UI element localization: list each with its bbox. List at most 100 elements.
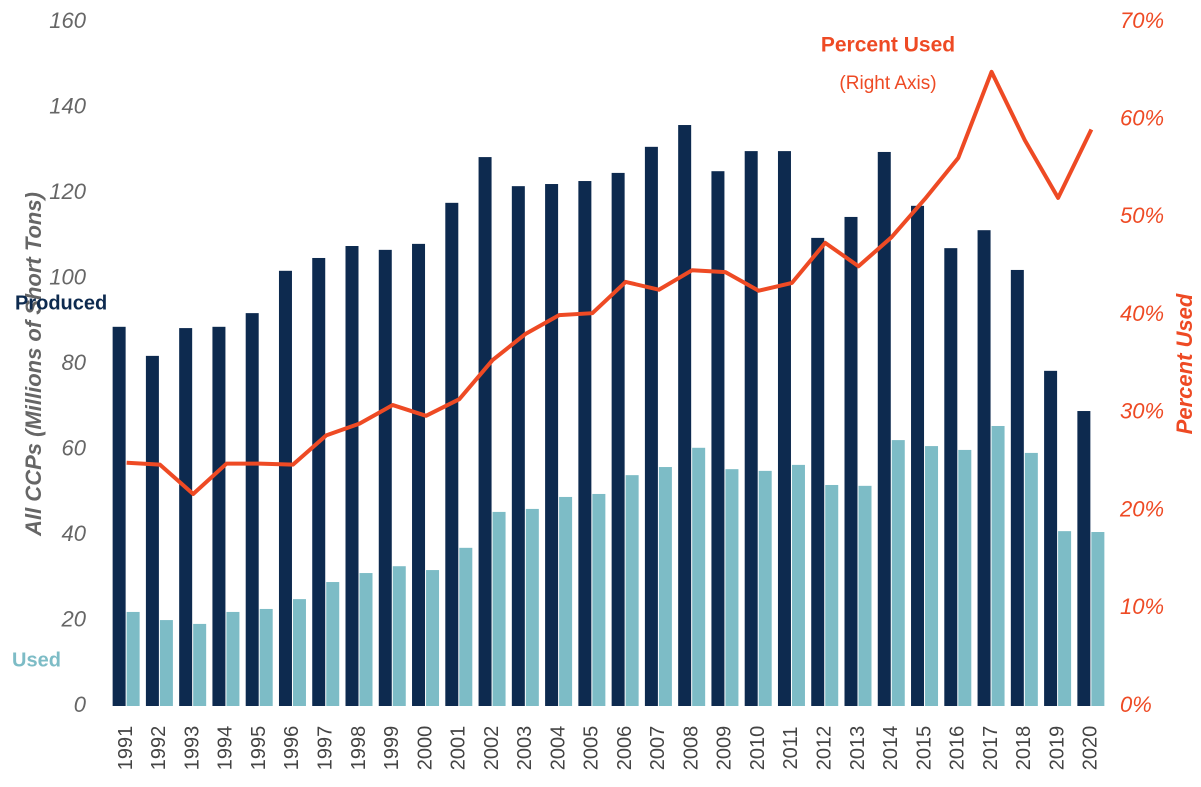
x-tick-label: 1992 xyxy=(148,726,170,771)
bar xyxy=(259,608,273,706)
bar xyxy=(1077,411,1091,706)
x-tick-label: 2011 xyxy=(780,726,802,769)
y-tick-label: 120 xyxy=(49,179,86,204)
bar xyxy=(478,157,492,707)
y-tick-label: 160 xyxy=(49,8,86,33)
produced-annotation: Produced xyxy=(15,292,107,314)
y2-tick-label: 20% xyxy=(1119,496,1164,521)
bar xyxy=(644,146,658,706)
y2-tick-label: 0% xyxy=(1120,692,1152,717)
y-tick-label: 100 xyxy=(49,264,86,289)
bar xyxy=(426,570,440,706)
bar xyxy=(844,216,858,706)
line-annotation-sub: (Right Axis) xyxy=(839,73,936,94)
used-annotation: Used xyxy=(12,649,61,671)
x-tick-label: 2017 xyxy=(980,726,1002,771)
x-tick-label: 2014 xyxy=(880,726,902,771)
y-tick-label: 40 xyxy=(62,521,87,546)
bar xyxy=(392,566,406,706)
x-tick-label: 1999 xyxy=(381,726,403,771)
y2-tick-label: 70% xyxy=(1120,8,1164,33)
y2-tick-label: 10% xyxy=(1120,594,1164,619)
bar xyxy=(711,171,725,706)
bar xyxy=(578,181,592,706)
x-tick-label: 2016 xyxy=(947,726,969,771)
x-tick-label: 2009 xyxy=(714,726,736,771)
bar xyxy=(592,493,606,706)
bar xyxy=(378,249,392,707)
bar xyxy=(292,599,306,706)
bar xyxy=(326,582,340,706)
x-tick-label: 2018 xyxy=(1013,726,1035,771)
x-tick-label: 1997 xyxy=(315,726,337,771)
x-tick-label: 2006 xyxy=(614,726,636,771)
bar xyxy=(159,620,173,706)
bar xyxy=(212,326,226,706)
bar xyxy=(412,243,426,706)
bar xyxy=(758,470,772,706)
line-annotation: Percent Used xyxy=(821,34,955,57)
x-tick-label: 2013 xyxy=(847,726,869,771)
bar xyxy=(725,469,739,706)
bar xyxy=(525,508,539,706)
y2-tick-label: 60% xyxy=(1120,106,1164,131)
bar xyxy=(777,151,791,707)
bar xyxy=(245,313,259,706)
bar xyxy=(825,484,839,706)
x-tick-label: 2020 xyxy=(1080,726,1102,771)
bar xyxy=(811,237,825,706)
bar xyxy=(1044,370,1058,706)
y-tick-label: 0 xyxy=(74,692,87,717)
bar xyxy=(625,475,639,706)
bar xyxy=(193,623,207,706)
bar xyxy=(179,328,193,706)
bar xyxy=(226,611,240,706)
bar xyxy=(359,573,373,706)
bar xyxy=(611,172,625,707)
y2-tick-label: 40% xyxy=(1120,301,1164,326)
bar xyxy=(445,202,459,706)
x-tick-label: 2008 xyxy=(680,726,702,771)
x-tick-label: 2000 xyxy=(414,726,436,771)
bar xyxy=(145,355,159,706)
bar xyxy=(511,186,525,706)
bar xyxy=(744,151,758,707)
y2-tick-label: 50% xyxy=(1120,203,1164,228)
y2-tick-label: 30% xyxy=(1120,399,1164,424)
x-tick-label: 1995 xyxy=(248,726,270,771)
bar xyxy=(925,446,939,706)
x-tick-label: 2010 xyxy=(747,726,769,771)
x-tick-label: 2004 xyxy=(547,726,569,771)
bar xyxy=(1091,532,1105,706)
x-tick-label: 2002 xyxy=(481,726,503,771)
bar xyxy=(492,511,506,706)
bar xyxy=(658,467,672,706)
bar xyxy=(891,440,905,706)
bar xyxy=(545,184,559,706)
y2-axis-title: Percent Used xyxy=(1172,293,1197,434)
bar xyxy=(278,270,292,706)
bar xyxy=(858,485,872,706)
y-tick-label: 60 xyxy=(62,435,87,460)
y-tick-label: 80 xyxy=(62,350,87,375)
x-tick-label: 1998 xyxy=(348,726,370,771)
x-tick-label: 2015 xyxy=(913,726,935,771)
bar xyxy=(459,547,473,706)
x-tick-label: 2012 xyxy=(814,726,836,771)
bar xyxy=(1024,452,1038,706)
line xyxy=(126,69,1094,496)
bar xyxy=(126,611,140,706)
bar xyxy=(791,464,805,706)
bar xyxy=(692,447,706,706)
x-tick-label: 1993 xyxy=(181,726,203,771)
y-tick-label: 20 xyxy=(61,606,87,631)
bar xyxy=(877,151,891,706)
x-tick-label: 2019 xyxy=(1046,726,1068,771)
x-tick-label: 2001 xyxy=(448,726,470,771)
bar xyxy=(991,425,1005,706)
y-tick-label: 140 xyxy=(49,93,86,118)
x-tick-label: 1994 xyxy=(215,726,237,771)
bar xyxy=(1010,269,1024,706)
y-axis-title: All CCPs (Millions of Short Tons) xyxy=(21,192,46,537)
